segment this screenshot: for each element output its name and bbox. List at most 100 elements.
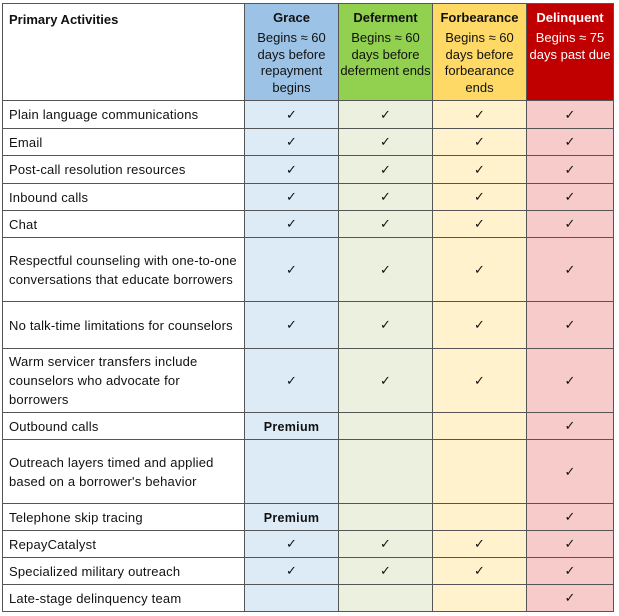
check-icon: ✓ xyxy=(564,318,576,333)
delinquent-cell: ✓ xyxy=(526,155,614,184)
activity-label: Post-call resolution resources xyxy=(2,155,245,184)
activity-label: Specialized military outreach xyxy=(2,557,245,585)
grace-cell: ✓ xyxy=(244,100,339,129)
check-icon: ✓ xyxy=(380,107,391,123)
table-row: Specialized military outreach ✓ ✓ ✓ ✓ xyxy=(2,557,614,585)
delinquent-cell: ✓ xyxy=(526,183,614,211)
check-icon: ✓ xyxy=(474,318,485,333)
grace-cell: ✓ xyxy=(244,301,339,349)
deferment-header: Deferment Begins ≈ 60 days before deferm… xyxy=(338,3,433,101)
grace-cell: ✓ xyxy=(244,210,339,238)
delinquent-cell: ✓ xyxy=(526,128,614,156)
table-row: Inbound calls ✓ ✓ ✓ ✓ xyxy=(2,183,614,211)
check-icon: ✓ xyxy=(564,464,576,480)
activity-label: Respectful counseling with one-to-one co… xyxy=(2,237,245,302)
check-icon: ✓ xyxy=(380,318,391,333)
delinquent-cell: ✓ xyxy=(526,100,614,129)
activity-label: Plain language communications xyxy=(2,100,245,129)
grace-cell: ✓ xyxy=(244,530,339,558)
forbearance-header: Forbearance Begins ≈ 60 days before forb… xyxy=(432,3,527,101)
check-icon: ✓ xyxy=(474,190,485,205)
deferment-cell: ✓ xyxy=(338,301,433,349)
forbearance-description: Begins ≈ 60 days before forbearance ends xyxy=(444,30,515,95)
check-icon: ✓ xyxy=(286,162,297,178)
grace-cell: ✓ xyxy=(244,183,339,211)
table-row: Chat ✓ ✓ ✓ ✓ xyxy=(2,210,614,238)
primary-activities-header: Primary Activities xyxy=(2,3,245,101)
table-row: Telephone skip tracing Premium ✓ xyxy=(2,503,614,531)
forbearance-cell: ✓ xyxy=(432,210,527,238)
deferment-cell: ✓ xyxy=(338,183,433,211)
header-row: Primary Activities Grace Begins ≈ 60 day… xyxy=(2,3,614,101)
activity-label: Inbound calls xyxy=(2,183,245,211)
deferment-cell xyxy=(338,412,433,440)
activity-label: Chat xyxy=(2,210,245,238)
forbearance-cell xyxy=(432,584,527,612)
delinquent-cell: ✓ xyxy=(526,210,614,238)
forbearance-cell: ✓ xyxy=(432,155,527,184)
forbearance-cell: ✓ xyxy=(432,530,527,558)
check-icon: ✓ xyxy=(474,217,485,232)
delinquent-cell: ✓ xyxy=(526,503,614,531)
activity-label: Late-stage delinquency team xyxy=(2,584,245,612)
activity-label: RepayCatalyst xyxy=(2,530,245,558)
check-icon: ✓ xyxy=(474,135,485,150)
grace-header: Grace Begins ≈ 60 days before repayment … xyxy=(244,3,339,101)
check-icon: ✓ xyxy=(564,190,576,205)
table-row: Plain language communications ✓ ✓ ✓ ✓ xyxy=(2,100,614,129)
delinquent-cell: ✓ xyxy=(526,530,614,558)
delinquent-cell: ✓ xyxy=(526,439,614,504)
delinquent-cell: ✓ xyxy=(526,584,614,612)
forbearance-cell: ✓ xyxy=(432,348,527,413)
grace-cell xyxy=(244,439,339,504)
deferment-cell: ✓ xyxy=(338,237,433,302)
activity-label: No talk-time limitations for counselors xyxy=(2,301,245,349)
grace-cell: Premium xyxy=(244,412,339,440)
check-icon: ✓ xyxy=(286,217,297,232)
check-icon: ✓ xyxy=(380,217,391,232)
grace-cell: ✓ xyxy=(244,155,339,184)
deferment-cell xyxy=(338,439,433,504)
deferment-title: Deferment xyxy=(353,10,418,25)
check-icon: ✓ xyxy=(564,262,576,278)
grace-cell: ✓ xyxy=(244,348,339,413)
forbearance-cell: ✓ xyxy=(432,183,527,211)
table-row: Outreach layers timed and applied based … xyxy=(2,439,614,504)
forbearance-title: Forbearance xyxy=(440,10,519,25)
deferment-cell xyxy=(338,584,433,612)
delinquent-cell: ✓ xyxy=(526,412,614,440)
deferment-cell: ✓ xyxy=(338,557,433,585)
check-icon: ✓ xyxy=(564,107,576,123)
grace-description: Begins ≈ 60 days before repayment begins xyxy=(257,30,326,95)
grace-cell xyxy=(244,584,339,612)
table-row: Email ✓ ✓ ✓ ✓ xyxy=(2,128,614,156)
check-icon: ✓ xyxy=(286,318,297,333)
grace-title: Grace xyxy=(273,10,310,25)
check-icon: ✓ xyxy=(564,135,576,150)
deferment-description: Begins ≈ 60 days before deferment ends xyxy=(340,30,431,78)
deferment-cell: ✓ xyxy=(338,210,433,238)
table-row: RepayCatalyst ✓ ✓ ✓ ✓ xyxy=(2,530,614,558)
check-icon: ✓ xyxy=(564,564,576,579)
grace-cell: ✓ xyxy=(244,557,339,585)
check-icon: ✓ xyxy=(564,217,576,232)
deferment-cell: ✓ xyxy=(338,128,433,156)
check-icon: ✓ xyxy=(564,537,576,552)
grace-cell: ✓ xyxy=(244,237,339,302)
delinquent-header: Delinquent Begins ≈ 75 days past due xyxy=(526,3,614,101)
check-icon: ✓ xyxy=(474,262,485,278)
table-row: No talk-time limitations for counselors ✓… xyxy=(2,301,614,349)
check-icon: ✓ xyxy=(474,373,485,389)
deferment-cell xyxy=(338,503,433,531)
forbearance-cell xyxy=(432,412,527,440)
delinquent-cell: ✓ xyxy=(526,348,614,413)
activity-label: Telephone skip tracing xyxy=(2,503,245,531)
activity-label: Warm servicer transfers include counselo… xyxy=(2,348,245,413)
deferment-cell: ✓ xyxy=(338,100,433,129)
forbearance-cell: ✓ xyxy=(432,237,527,302)
check-icon: ✓ xyxy=(286,537,297,552)
deferment-cell: ✓ xyxy=(338,530,433,558)
check-icon: ✓ xyxy=(286,190,297,205)
grace-cell: ✓ xyxy=(244,128,339,156)
delinquent-cell: ✓ xyxy=(526,557,614,585)
